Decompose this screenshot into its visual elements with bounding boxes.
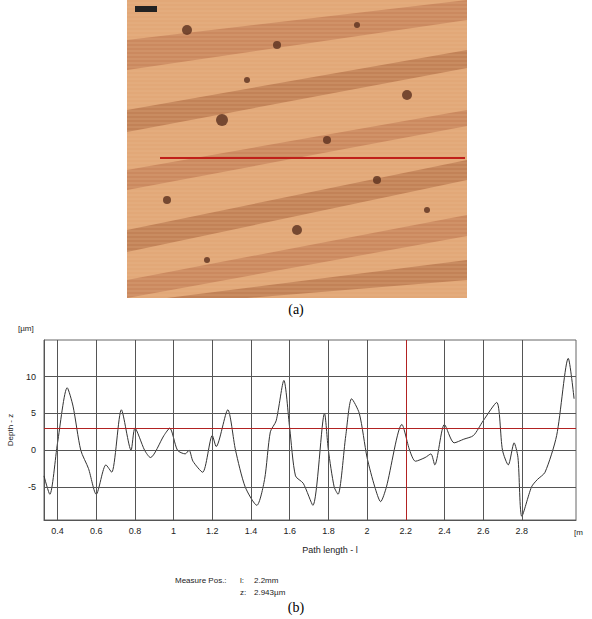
svg-text:[m: [m bbox=[574, 528, 583, 537]
svg-text:Depth - z: Depth - z bbox=[6, 414, 15, 446]
svg-text:2: 2 bbox=[365, 526, 370, 536]
svg-text:0.6: 0.6 bbox=[90, 526, 103, 536]
svg-text:0.8: 0.8 bbox=[129, 526, 142, 536]
svg-text:10: 10 bbox=[26, 372, 36, 382]
svg-text:5: 5 bbox=[31, 408, 36, 418]
svg-text:2.2: 2.2 bbox=[400, 526, 413, 536]
html-text:(b): (b) bbox=[287, 600, 305, 615]
svg-text:0: 0 bbox=[31, 445, 36, 455]
svg-text:2.943µm: 2.943µm bbox=[254, 588, 286, 597]
svg-text:2.4: 2.4 bbox=[438, 526, 451, 536]
svg-text:Measure Pos.:: Measure Pos.: bbox=[175, 576, 227, 585]
svg-text:1: 1 bbox=[171, 526, 176, 536]
svg-text:l:: l: bbox=[240, 576, 244, 585]
svg-text:1.4: 1.4 bbox=[245, 526, 258, 536]
svg-text:[µm]: [µm] bbox=[18, 324, 34, 333]
svg-text:1.6: 1.6 bbox=[283, 526, 296, 536]
svg-text:1.8: 1.8 bbox=[322, 526, 335, 536]
svg-text:1.2: 1.2 bbox=[206, 526, 219, 536]
svg-text:z:: z: bbox=[240, 588, 246, 597]
svg-text:2.8: 2.8 bbox=[516, 526, 529, 536]
html-text:(a): (a) bbox=[288, 302, 304, 317]
svg-text:0.4: 0.4 bbox=[51, 526, 64, 536]
svg-text:2.6: 2.6 bbox=[477, 526, 490, 536]
svg-text:Path length - l: Path length - l bbox=[302, 545, 358, 555]
svg-text:2.2mm: 2.2mm bbox=[254, 576, 279, 585]
svg-text:-5: -5 bbox=[28, 482, 36, 492]
